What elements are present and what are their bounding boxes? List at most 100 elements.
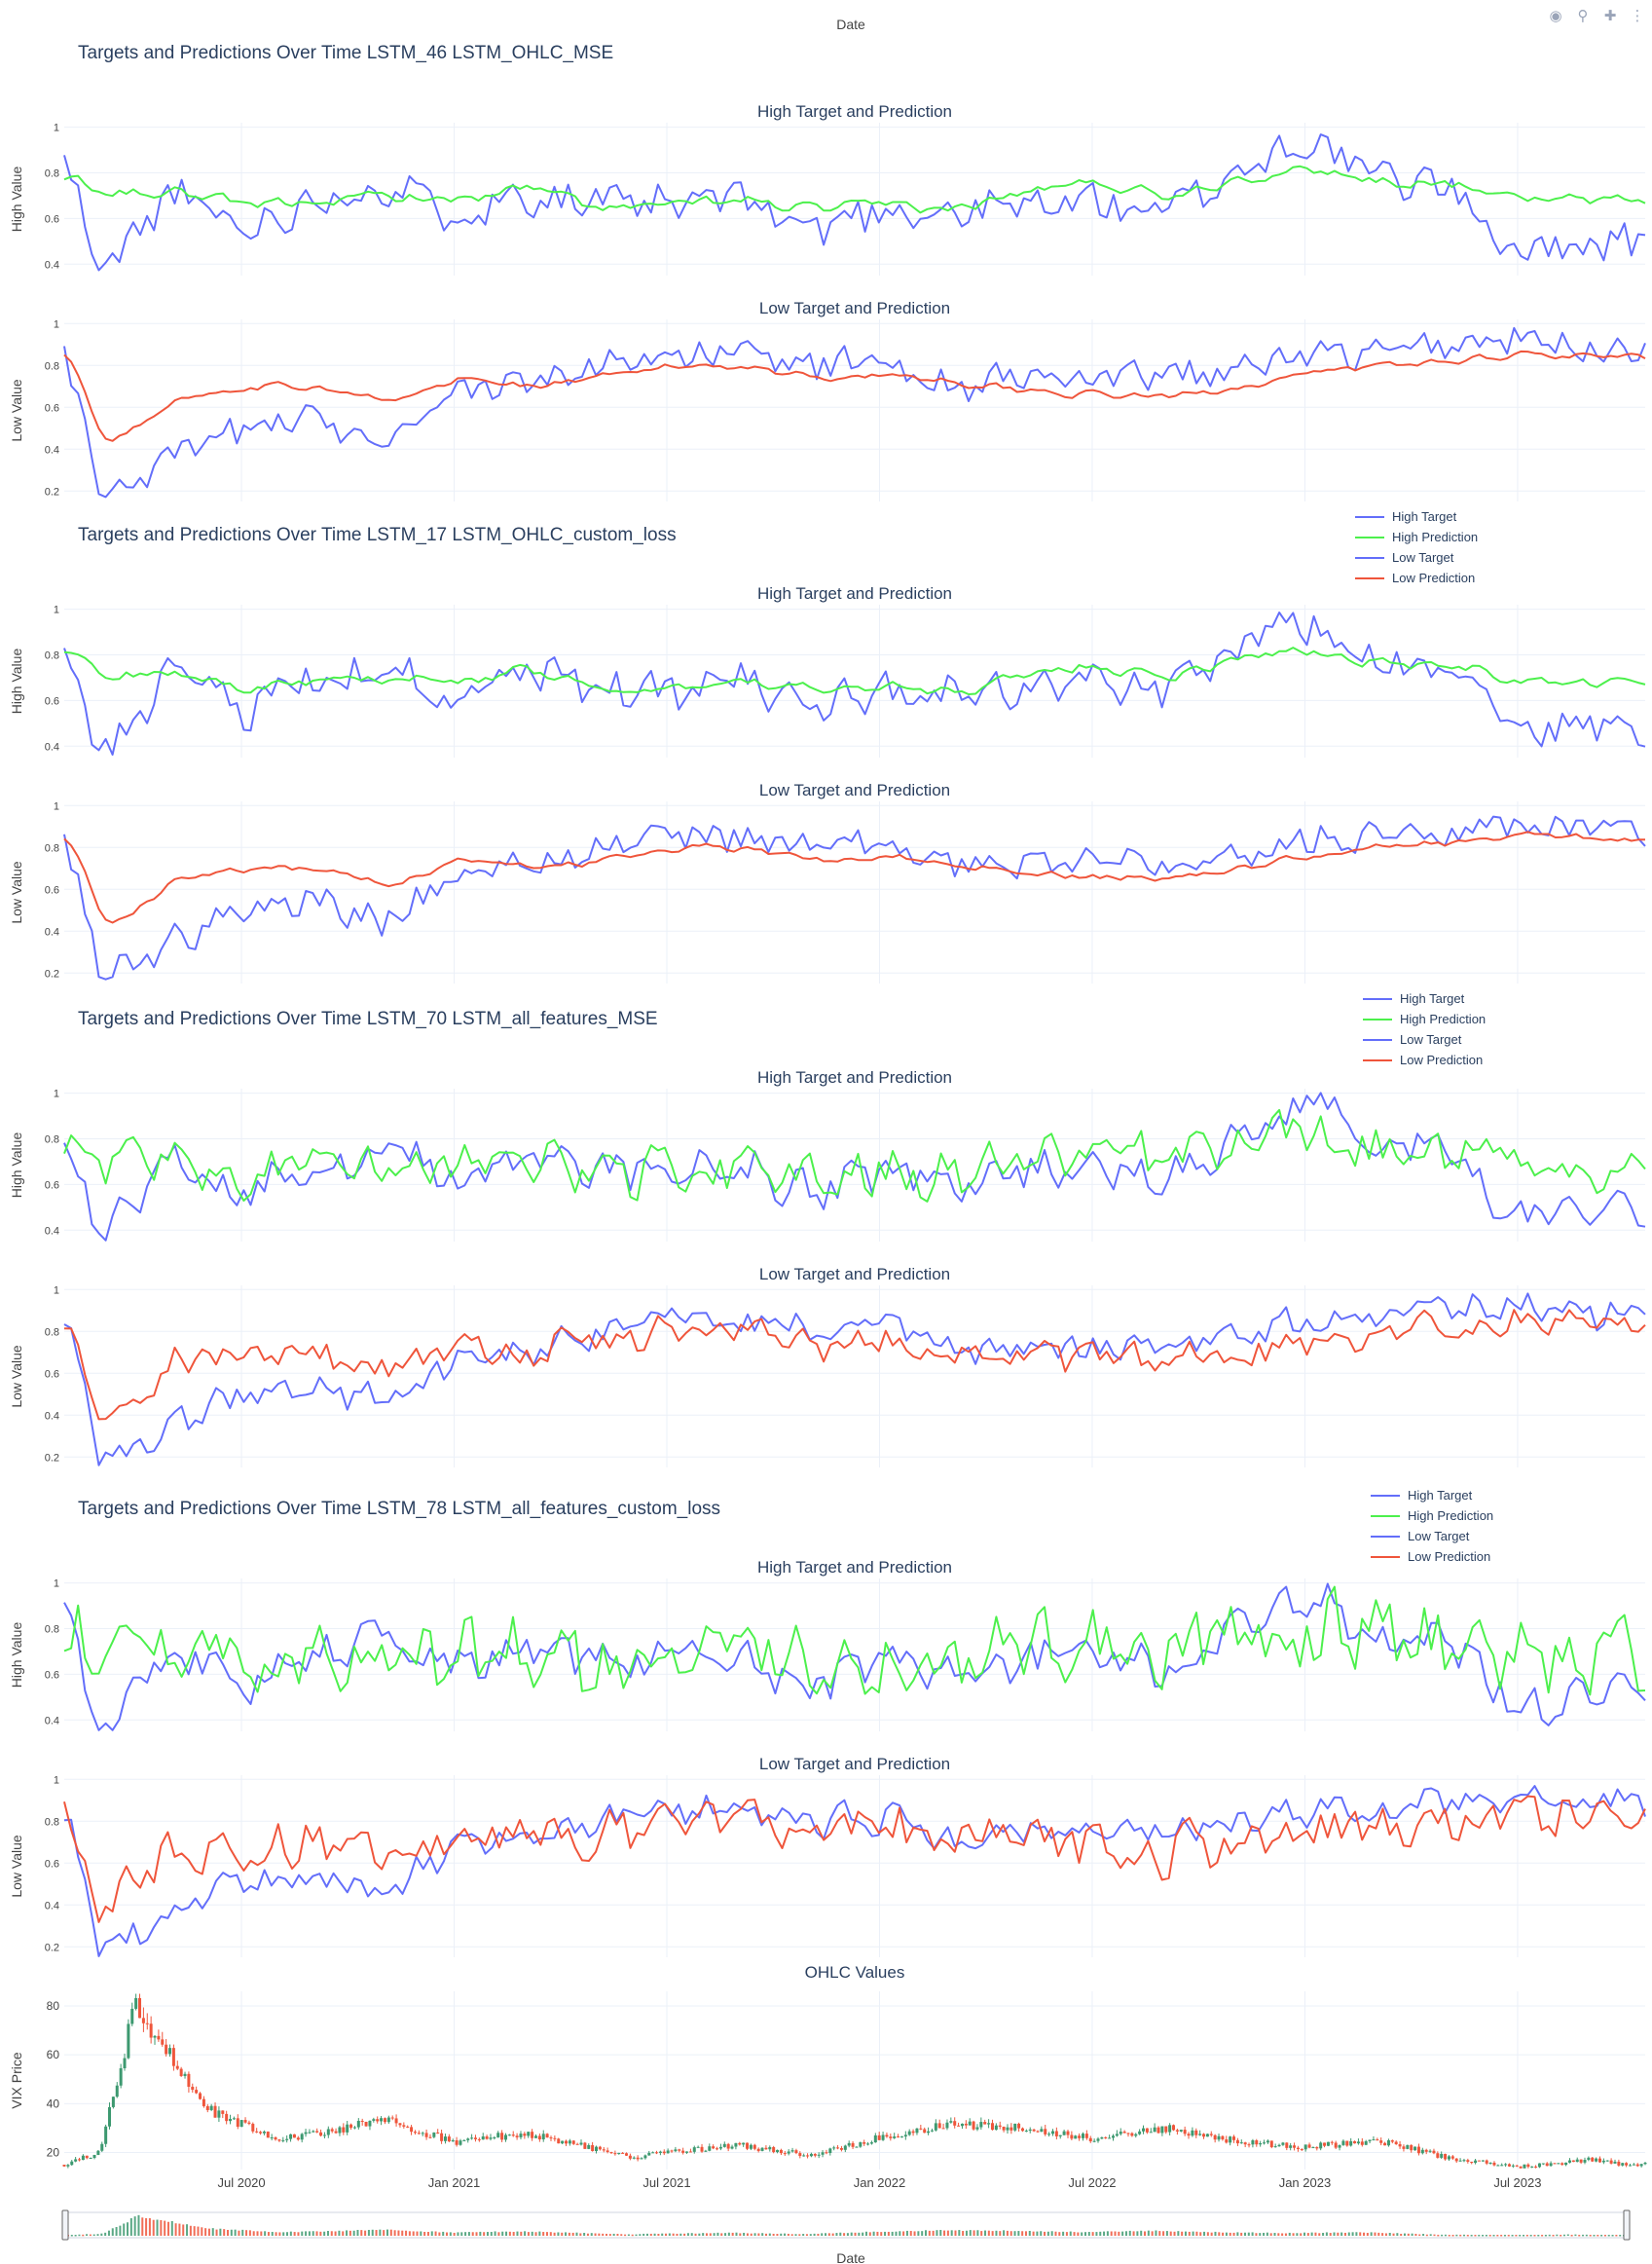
range-slider-bar	[308, 2231, 311, 2236]
camera-icon[interactable]: ◉	[1549, 8, 1562, 24]
series-line-high-prediction	[63, 1585, 1646, 1696]
candle-body	[1111, 2135, 1115, 2138]
candle-body	[66, 2165, 70, 2167]
candle-body	[1597, 2158, 1601, 2163]
more-icon[interactable]: ⋮	[1630, 8, 1645, 24]
range-slider-bar	[868, 2232, 871, 2236]
candle-body	[681, 2150, 685, 2153]
range-slider-bar	[624, 2234, 627, 2237]
candle-body	[1259, 2142, 1263, 2145]
candle-body	[417, 2133, 421, 2134]
candle-body	[972, 2121, 975, 2130]
zoom-icon[interactable]: ⚲	[1577, 8, 1589, 24]
range-slider-bar	[921, 2231, 924, 2236]
range-slider-bar	[887, 2231, 890, 2236]
range-slider-bar	[835, 2233, 838, 2236]
candle-body	[813, 2153, 817, 2156]
range-slider-bar	[553, 2232, 556, 2236]
candle-body	[308, 2132, 312, 2134]
candle-body	[315, 2131, 319, 2133]
candle-body	[674, 2149, 678, 2152]
range-slider-bar	[1384, 2233, 1387, 2236]
range-slider-bar	[275, 2232, 277, 2236]
range-slider-bar	[743, 2232, 746, 2236]
range-slider-bar	[731, 2232, 734, 2236]
candle-body	[255, 2131, 259, 2133]
candle-body	[1179, 2130, 1183, 2132]
range-slider-bar	[457, 2232, 459, 2236]
candle-body	[568, 2140, 571, 2144]
pan-icon[interactable]: ✚	[1603, 8, 1617, 24]
range-slider-bar	[1024, 2231, 1027, 2236]
range-slider-bar	[1418, 2234, 1421, 2237]
candle-body	[1394, 2141, 1398, 2144]
candle-body	[621, 2152, 625, 2154]
range-slider-bar	[1010, 2231, 1012, 2236]
range-slider-bar	[586, 2233, 589, 2236]
range-slider-bar	[991, 2231, 994, 2236]
group-3: Targets and Predictions Over Time LSTM_7…	[78, 1009, 658, 1029]
candle-body	[334, 2131, 338, 2134]
y-tick-label: 0.6	[45, 1669, 59, 1681]
range-slider-bar	[1273, 2233, 1276, 2236]
range-slider-bar	[724, 2233, 727, 2236]
range-slider-bar	[1466, 2235, 1469, 2237]
candle-body	[62, 2164, 66, 2167]
range-slider-bar	[1296, 2233, 1299, 2236]
candle-body	[885, 2134, 889, 2137]
range-slider-bar	[1036, 2231, 1039, 2236]
x-tick-label: Jan 2022	[854, 2175, 906, 2190]
range-slider-bar	[1158, 2231, 1161, 2236]
range-slider-bar	[152, 2219, 155, 2236]
candle-body	[360, 2120, 364, 2122]
range-slider-bar	[315, 2231, 318, 2236]
candle-body	[1285, 2142, 1289, 2148]
candle-body	[937, 2123, 941, 2129]
y-tick-label: 0.8	[45, 842, 59, 854]
legend-item: Low Prediction	[1408, 1549, 1490, 1564]
legend-item: High Target	[1400, 991, 1465, 1006]
candle-body	[1160, 2126, 1164, 2134]
series-line-high-prediction	[63, 647, 1646, 695]
candle-body	[1504, 2164, 1508, 2166]
candle-body	[756, 2148, 760, 2151]
candle-body	[828, 2148, 832, 2154]
candle-body	[410, 2127, 414, 2133]
subplot-title: Low Target and Prediction	[759, 781, 950, 799]
candle-body	[1428, 2150, 1432, 2152]
range-slider-bar	[174, 2223, 177, 2236]
candle-body	[1424, 2149, 1428, 2152]
candle-body	[1583, 2160, 1587, 2163]
candle-body	[832, 2147, 836, 2149]
candle-body	[1454, 2158, 1458, 2162]
candle-body	[466, 2138, 470, 2140]
range-slider-bar	[1195, 2231, 1198, 2236]
range-slider-bar	[1585, 2234, 1588, 2237]
candle-body	[1142, 2128, 1146, 2132]
range-slider-bar	[1411, 2233, 1413, 2236]
range-slider-bar	[375, 2230, 378, 2236]
candle-body	[1202, 2134, 1206, 2137]
range-slider-bar	[170, 2220, 173, 2236]
range-slider-bar	[1058, 2232, 1061, 2236]
range-slider-bar	[1589, 2235, 1592, 2237]
candle-body	[78, 2159, 82, 2161]
candle-body	[168, 2048, 172, 2055]
range-slider-bar	[1269, 2233, 1272, 2236]
range-slider-bar	[1470, 2235, 1473, 2237]
range-slider-bar	[1507, 2235, 1510, 2237]
range-slider-bar	[571, 2232, 574, 2236]
range-slider-bar	[426, 2231, 429, 2236]
range-slider-bar	[420, 2231, 422, 2236]
range-slider-bar	[568, 2232, 570, 2236]
range-slider-bar	[839, 2232, 842, 2236]
candle-body	[1084, 2134, 1088, 2138]
range-slider-bar	[1103, 2231, 1106, 2236]
candle-body	[277, 2139, 281, 2141]
series-line-low-target	[63, 815, 1646, 981]
range-slider-bar	[1560, 2235, 1562, 2237]
y-tick-label: 0.2	[45, 968, 59, 980]
range-slider-bar	[958, 2230, 961, 2236]
y-tick-label: 0.8	[45, 1134, 59, 1146]
